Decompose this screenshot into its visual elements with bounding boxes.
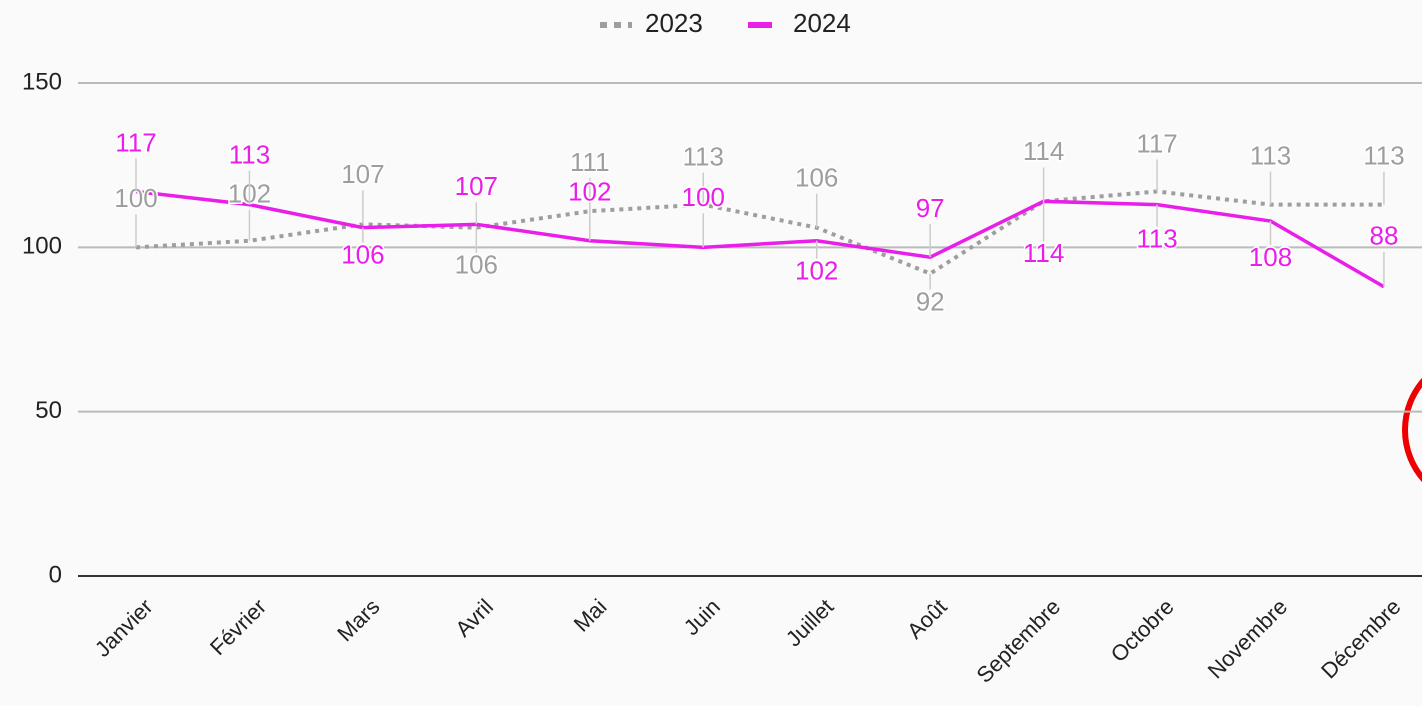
- x-tick-label: Juin: [679, 594, 725, 640]
- x-tick-label: Octobre: [1106, 594, 1179, 667]
- x-tick-label: Juillet: [781, 594, 838, 651]
- data-label: 106: [341, 239, 384, 269]
- data-label: 97: [916, 193, 945, 223]
- data-label: 113: [683, 141, 724, 171]
- x-tick-label: Mars: [332, 594, 384, 646]
- data-label: 111: [570, 147, 610, 177]
- data-label: 106: [795, 162, 838, 192]
- data-label: 117: [1136, 128, 1177, 158]
- data-label: 102: [568, 177, 611, 207]
- data-label: 113: [1250, 140, 1291, 170]
- x-tick-label: Septembre: [971, 594, 1065, 688]
- x-tick-label: Avril: [450, 594, 498, 642]
- data-label: 106: [455, 249, 498, 279]
- series-line: [135, 189, 1385, 289]
- y-tick-label: 100: [22, 233, 62, 260]
- highlight-circle: [1402, 377, 1422, 483]
- data-label: 108: [1249, 242, 1292, 272]
- data-label: 117: [115, 127, 156, 157]
- x-tick-label: Février: [205, 594, 271, 660]
- data-label: 114: [1023, 238, 1064, 268]
- x-tick-label: Janvier: [90, 594, 158, 662]
- x-tick-label: Mai: [569, 594, 612, 637]
- series-line: [135, 189, 1384, 276]
- data-label: 107: [455, 171, 498, 201]
- x-tick-label: Décembre: [1316, 594, 1405, 683]
- data-label: 92: [916, 287, 945, 317]
- data-label: 113: [1363, 140, 1404, 170]
- data-label: 114: [1023, 136, 1064, 166]
- data-label: 88: [1369, 221, 1398, 251]
- data-label: 100: [114, 183, 157, 213]
- y-tick-label: 50: [35, 397, 62, 424]
- legend-label: 2023: [645, 8, 703, 38]
- y-tick-label: 150: [22, 68, 62, 95]
- legend-label: 2024: [793, 8, 851, 38]
- x-tick-label: Août: [902, 594, 952, 644]
- data-label: 113: [229, 139, 270, 169]
- data-label: 100: [682, 182, 725, 212]
- x-tick-label: Novembre: [1203, 594, 1292, 683]
- data-label: 107: [341, 159, 384, 189]
- data-label: 102: [795, 256, 838, 286]
- y-tick-label: 0: [49, 561, 62, 588]
- data-label: 113: [1136, 223, 1177, 253]
